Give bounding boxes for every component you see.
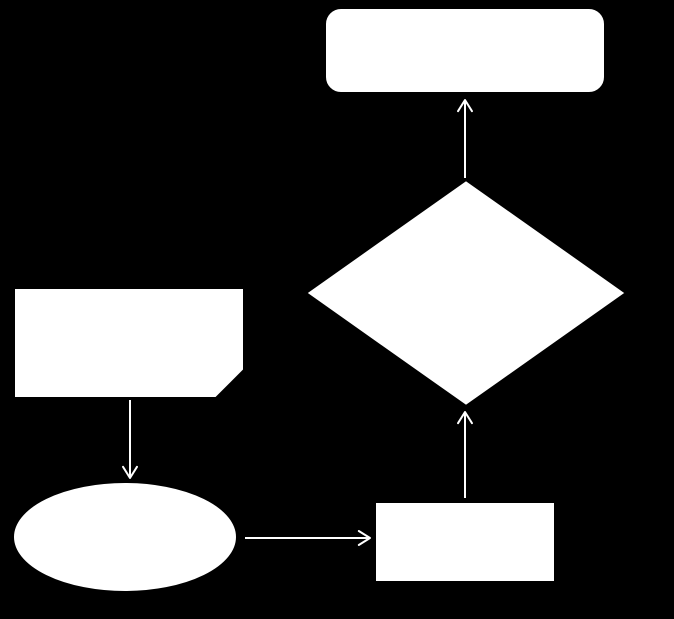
node-bottom-rect bbox=[375, 502, 555, 582]
edge-ellipse-to-bottomrect bbox=[245, 531, 370, 545]
flowchart-canvas bbox=[0, 0, 674, 619]
node-ellipse bbox=[13, 482, 237, 592]
node-diamond bbox=[306, 180, 626, 406]
edge-leftrect-to-ellipse bbox=[123, 400, 137, 478]
edge-diamond-to-top bbox=[458, 100, 472, 178]
node-left-rect bbox=[14, 288, 244, 398]
node-top bbox=[325, 8, 605, 93]
edge-bottomrect-to-diamond bbox=[458, 412, 472, 498]
